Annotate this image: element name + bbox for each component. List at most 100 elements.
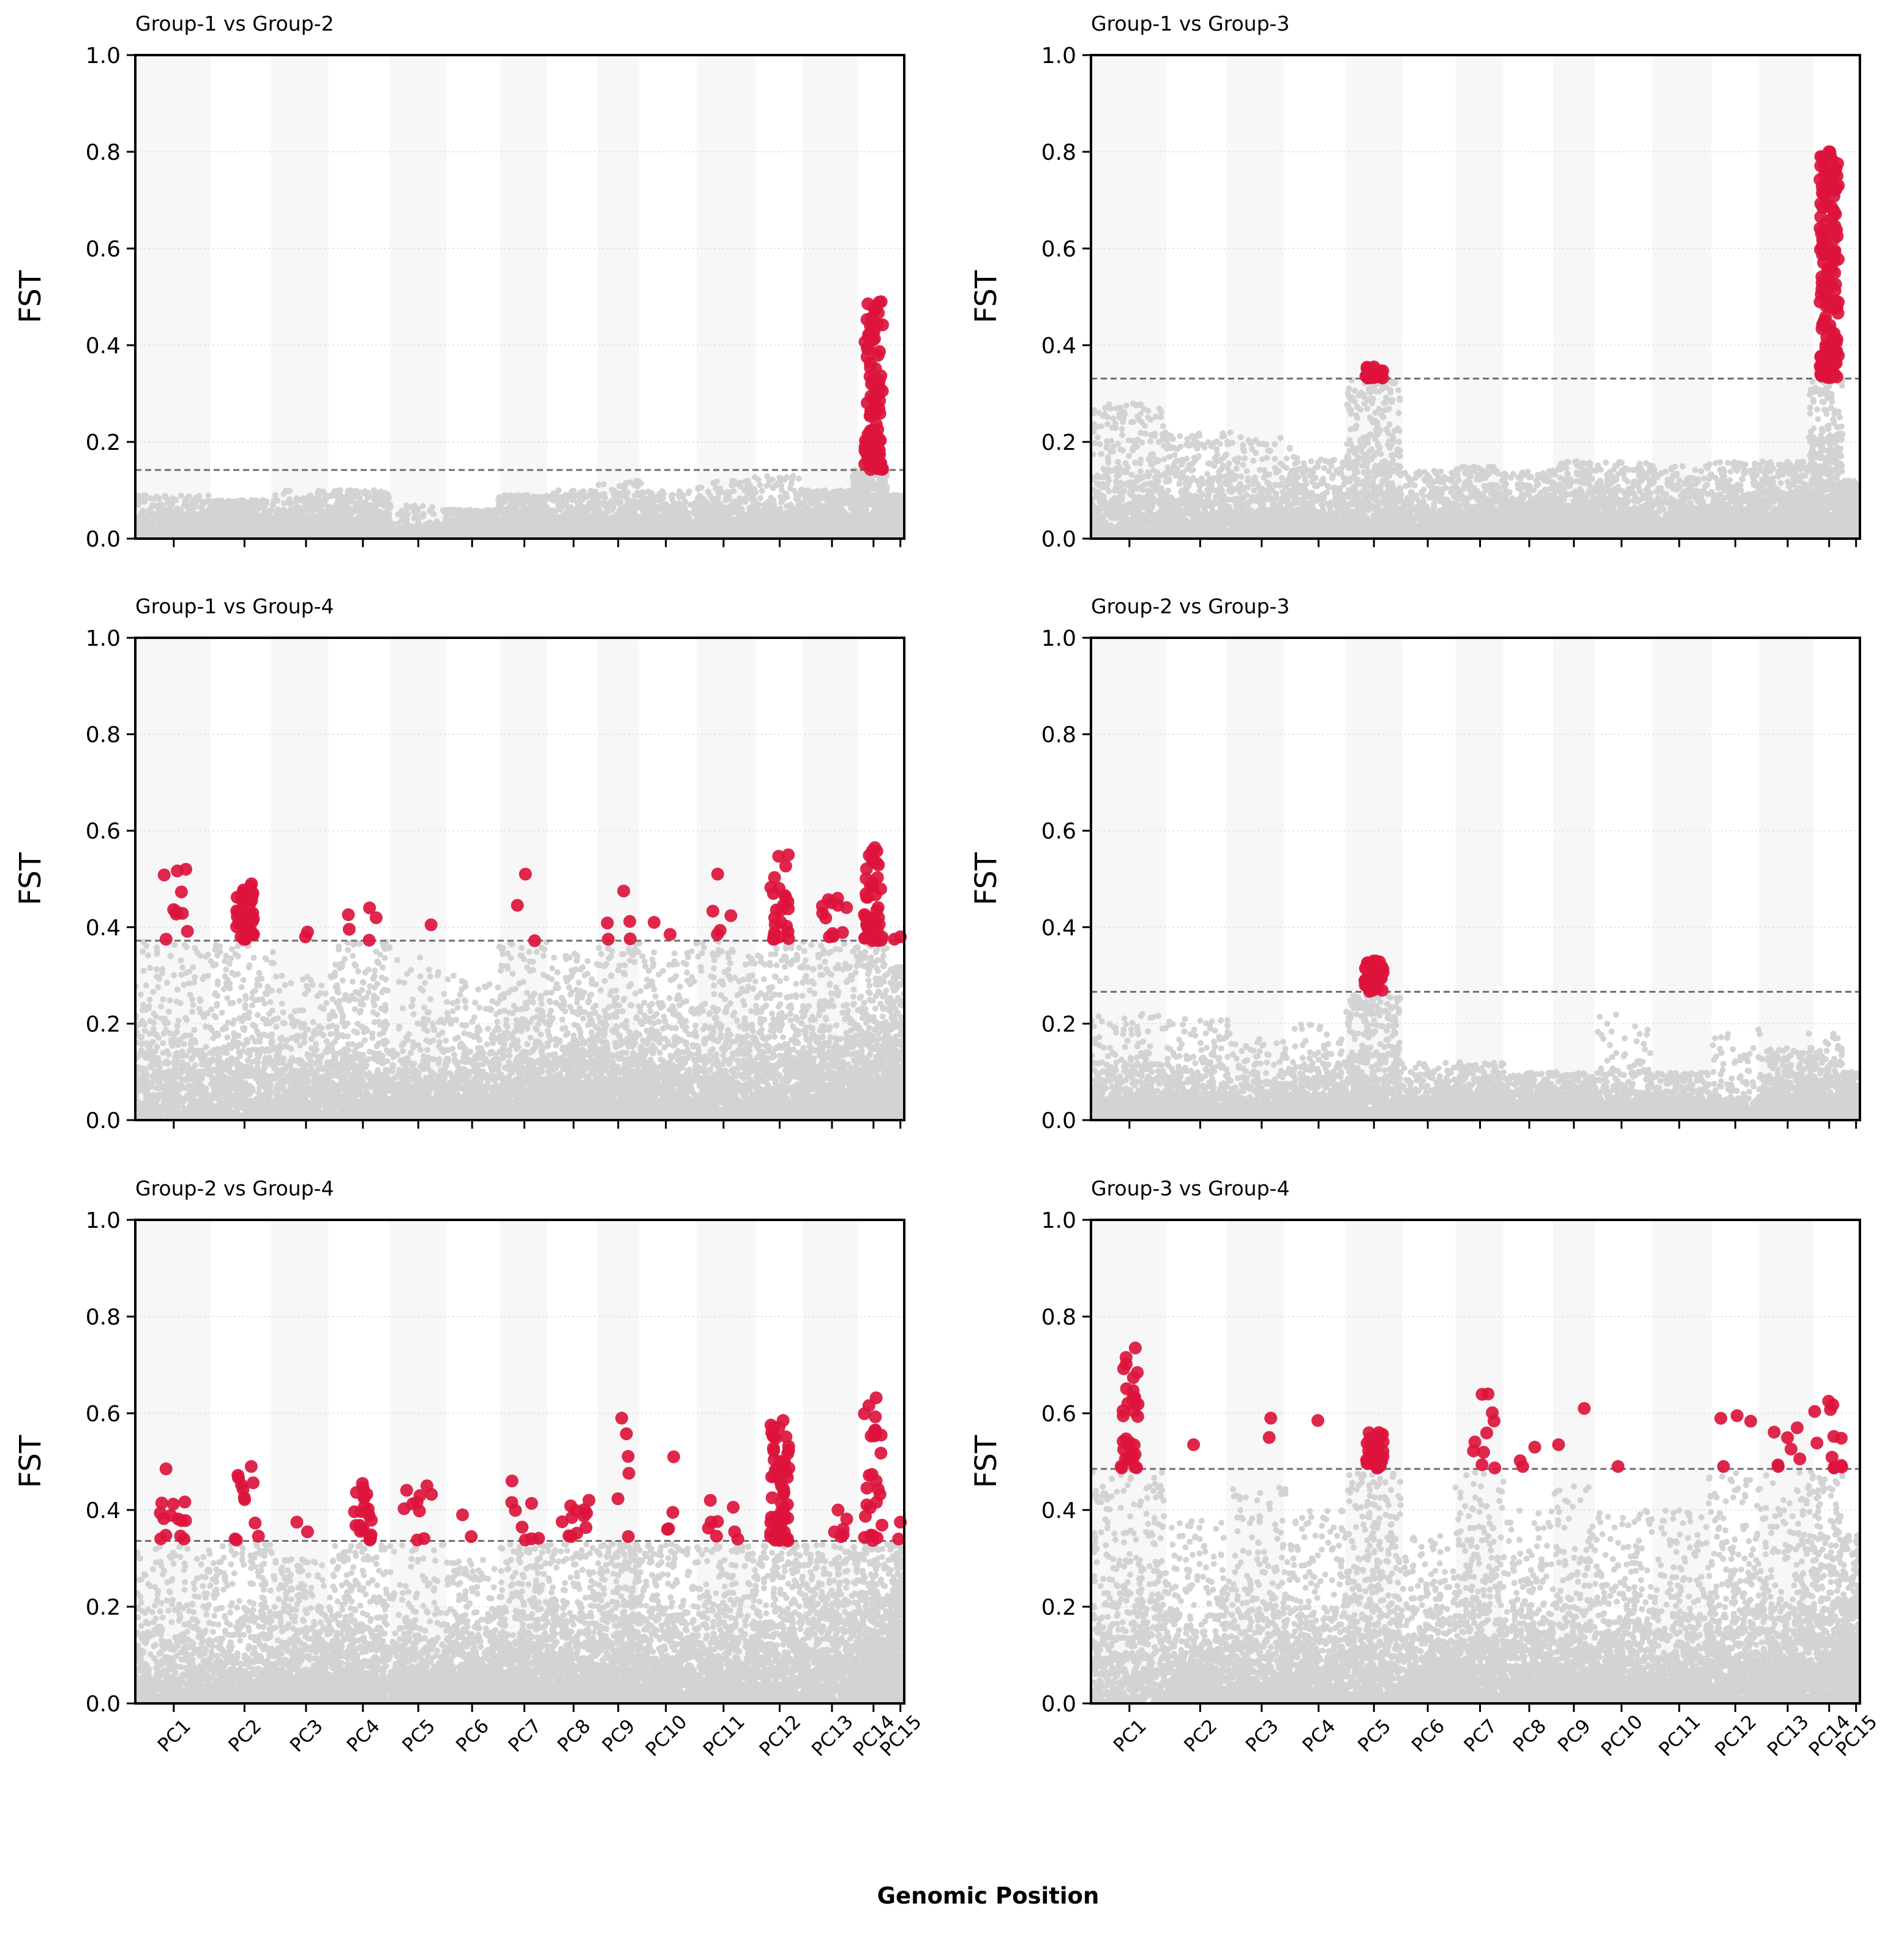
background-point [215, 512, 221, 518]
background-point [474, 520, 481, 526]
background-point [188, 511, 194, 517]
background-point [250, 501, 256, 507]
background-point [504, 526, 511, 533]
background-point [285, 499, 291, 506]
background-point [375, 523, 381, 529]
background-point [238, 506, 244, 512]
background-point [371, 496, 377, 502]
background-point [517, 527, 523, 533]
background-point [301, 514, 307, 520]
background-point [403, 503, 410, 509]
background-point [186, 531, 192, 537]
background-point [519, 518, 525, 525]
background-point [340, 525, 347, 531]
background-point [383, 490, 389, 496]
background-point [176, 519, 182, 525]
background-point [207, 499, 213, 506]
background-point [386, 510, 392, 517]
background-point [350, 488, 356, 495]
chromosome-band [390, 55, 447, 539]
background-point [298, 506, 304, 512]
background-point [304, 498, 310, 504]
background-point [165, 496, 171, 503]
chromosome-band [697, 55, 756, 539]
background-point [166, 506, 172, 512]
background-point [465, 516, 471, 522]
background-point [342, 495, 348, 501]
background-point [505, 507, 511, 514]
background-point [200, 501, 206, 507]
background-point [362, 528, 368, 534]
background-point [335, 506, 341, 512]
background-point [447, 527, 453, 533]
background-point [221, 510, 227, 516]
background-point [335, 526, 341, 532]
background-point [371, 487, 377, 493]
background-point [539, 526, 545, 532]
background-point [530, 526, 536, 533]
background-point [312, 506, 318, 512]
background-point [540, 517, 546, 523]
background-point [178, 493, 184, 499]
background-point [506, 521, 512, 527]
background-point [278, 512, 284, 518]
background-point [455, 519, 461, 525]
background-point [320, 497, 326, 503]
background-point [239, 518, 245, 525]
background-point [412, 510, 418, 516]
background-point [420, 514, 426, 520]
background-point [253, 511, 260, 517]
background-point [232, 523, 238, 529]
background-point [198, 523, 204, 529]
background-point [331, 488, 337, 495]
background-point [312, 514, 318, 520]
background-point [171, 525, 177, 531]
background-point [430, 511, 437, 517]
background-point [522, 504, 528, 510]
background-point [427, 519, 433, 525]
background-point [138, 526, 144, 532]
background-point [587, 506, 593, 512]
background-point [473, 529, 479, 535]
background-point [216, 518, 222, 524]
background-point [230, 504, 236, 510]
background-point [387, 504, 393, 510]
background-point [190, 518, 197, 524]
background-point [444, 507, 451, 514]
background-point [394, 531, 400, 537]
background-point [159, 520, 165, 526]
background-point [365, 517, 372, 523]
background-point [272, 492, 279, 498]
background-point [356, 514, 362, 520]
background-point [141, 499, 148, 505]
background-point [356, 507, 362, 514]
background-point [200, 509, 206, 515]
chromosome-band [803, 55, 858, 539]
background-point [302, 528, 309, 534]
background-point [502, 496, 508, 502]
chromosome-band [500, 55, 547, 539]
background-point [274, 498, 280, 504]
background-point [322, 511, 328, 517]
background-point [497, 523, 503, 529]
background-point [321, 517, 328, 523]
background-point [218, 531, 224, 537]
background-point [526, 510, 532, 516]
background-point [525, 498, 531, 504]
background-point [484, 518, 490, 525]
background-point [148, 506, 154, 512]
background-point [377, 512, 383, 518]
background-point [234, 512, 241, 518]
background-point [460, 526, 466, 532]
background-point [539, 497, 545, 503]
background-point [316, 488, 322, 494]
background-point [193, 528, 199, 534]
background-point [451, 507, 457, 513]
background-point [511, 531, 517, 537]
background-point [362, 490, 369, 496]
background-point [383, 496, 389, 502]
background-point [514, 512, 520, 518]
background-point [481, 510, 487, 517]
background-point [147, 520, 153, 526]
